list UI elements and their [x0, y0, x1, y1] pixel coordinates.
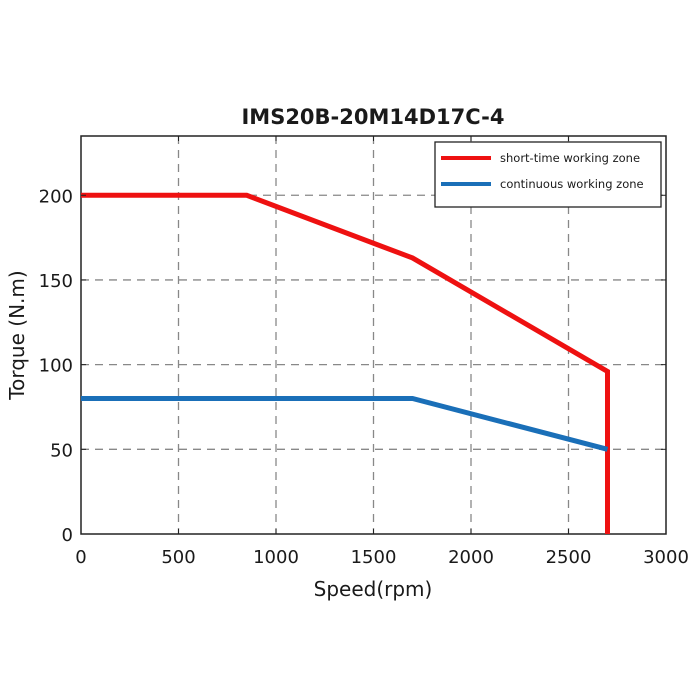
x-axis-label: Speed(rpm)	[314, 577, 433, 601]
x-tick-label: 1500	[351, 547, 397, 568]
x-tick-label: 1000	[253, 547, 299, 568]
y-axis-ticks: 0 50 100 150 200	[39, 186, 666, 546]
y-axis-label: Torque (N.m)	[5, 270, 29, 400]
x-tick-label: 0	[75, 547, 86, 568]
x-tick-label: 2500	[546, 547, 592, 568]
legend-label-continuous: continuous working zone	[500, 177, 644, 191]
data-series	[81, 192, 610, 534]
y-tick-label: 200	[39, 186, 73, 207]
series-line-1	[81, 396, 609, 452]
y-tick-label: 0	[62, 525, 73, 546]
x-tick-label: 3000	[643, 547, 689, 568]
y-tick-label: 100	[39, 356, 73, 377]
legend-box	[434, 141, 662, 208]
x-axis-ticks: 0 500 1000 1500 2000 2500 3000	[75, 136, 689, 568]
x-tick-label: 500	[161, 547, 195, 568]
legend-label-short-time: short-time working zone	[500, 151, 640, 165]
y-tick-label: 150	[39, 271, 73, 292]
chart-title: IMS20B-20M14D17C-4	[241, 105, 504, 129]
grid-lines	[81, 136, 666, 534]
legend: short-time working zone continuous worki…	[434, 141, 662, 208]
y-tick-label: 50	[50, 440, 73, 461]
series-line-0	[81, 192, 610, 534]
x-tick-label: 2000	[448, 547, 494, 568]
